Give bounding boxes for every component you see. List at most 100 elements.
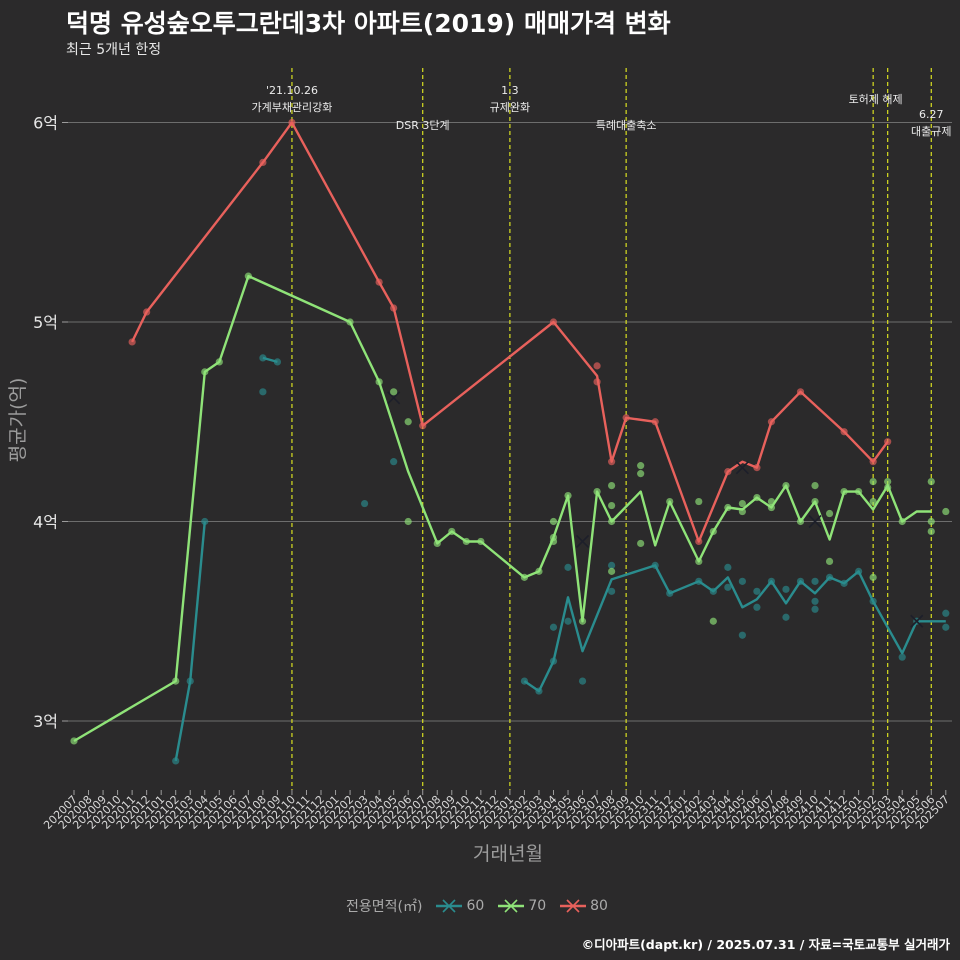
data-point [288, 118, 296, 127]
data-point [608, 501, 616, 510]
data-point [695, 537, 703, 546]
data-point [578, 617, 587, 625]
cross-marker [808, 514, 822, 529]
data-point [782, 585, 790, 593]
data-point [637, 462, 645, 470]
data-point [564, 617, 572, 625]
data-point [608, 458, 616, 466]
policy-event-label: 대출규제 [911, 125, 951, 138]
data-point [840, 579, 848, 587]
y-tick-label: 4억 [33, 513, 58, 532]
data-point [244, 272, 252, 280]
data-point [564, 491, 572, 500]
data-point [549, 517, 558, 526]
data-point [520, 677, 529, 685]
grid-lines [66, 122, 952, 722]
series-70 [70, 272, 950, 745]
chart-title: 덕명 유성숲오투그란데3차 아파트(2019) 매매가격 변화 [66, 9, 671, 38]
data-point [825, 573, 834, 581]
x-axis-label: 거래년월 [473, 843, 543, 865]
data-point [172, 677, 180, 685]
data-point [724, 503, 732, 512]
data-point [404, 517, 412, 526]
data-point [578, 677, 587, 685]
policy-event-label: DSR 3단계 [396, 119, 450, 132]
data-point [811, 497, 819, 506]
data-point [811, 577, 819, 585]
data-point [651, 561, 659, 569]
data-point [869, 597, 877, 605]
data-point [448, 527, 456, 536]
data-point [549, 623, 558, 631]
data-point [782, 481, 790, 490]
policy-event-label: '21.10.26 [266, 84, 318, 97]
data-point [128, 338, 136, 346]
cross-marker [575, 534, 590, 549]
data-point [390, 458, 398, 466]
data-point [70, 737, 78, 745]
data-point [259, 158, 267, 166]
data-point [927, 517, 935, 526]
data-point [869, 573, 877, 581]
series-line [73, 274, 932, 743]
data-point [666, 589, 674, 597]
legend-key-icon [436, 899, 463, 913]
legend-title: 전용면적(㎡) [346, 899, 423, 915]
data-point [840, 428, 848, 436]
data-point [172, 757, 180, 765]
policy-event-label: 1.3 [501, 84, 519, 97]
data-point [869, 497, 877, 506]
data-point [259, 388, 267, 396]
data-point [811, 481, 819, 490]
data-point [201, 368, 209, 376]
data-point [796, 388, 805, 396]
data-point [549, 318, 558, 326]
data-point [709, 527, 717, 536]
data-point [825, 509, 834, 518]
data-point [637, 539, 645, 548]
legend-label: 80 [590, 898, 608, 914]
data-point [375, 278, 383, 286]
legend-label: 60 [466, 898, 485, 914]
series-60 [172, 354, 950, 765]
data-point [390, 304, 398, 312]
chart-subtitle: 최근 5개년 한정 [66, 42, 162, 58]
data-point [593, 487, 601, 496]
legend-label: 70 [528, 898, 547, 914]
data-point [549, 537, 558, 546]
data-point [942, 623, 950, 631]
data-point [390, 388, 398, 396]
data-point [346, 318, 354, 326]
data-point [593, 378, 601, 386]
data-point [143, 308, 151, 316]
data-point [608, 587, 616, 595]
data-point [608, 561, 616, 569]
data-point [927, 478, 935, 486]
data-point [942, 609, 950, 617]
y-tick-label: 6억 [33, 114, 58, 133]
data-point [462, 537, 470, 546]
data-point [666, 497, 674, 506]
data-point [811, 597, 819, 605]
y-axis-ticks: 3억 4억 5억 6억 [33, 114, 68, 731]
data-point [651, 418, 659, 426]
data-point [738, 631, 746, 639]
data-point [869, 458, 877, 466]
data-point [767, 503, 776, 512]
data-point [767, 497, 776, 506]
series-line [131, 121, 889, 543]
data-point [855, 487, 863, 496]
data-point [942, 507, 950, 516]
data-point [709, 587, 717, 595]
data-point [259, 354, 267, 362]
data-point [738, 499, 746, 508]
cross-marker [387, 391, 401, 405]
data-point [724, 563, 732, 571]
policy-event-label: 특례대출축소 [596, 119, 657, 132]
data-point [433, 539, 441, 548]
legend-item-80: 80 [560, 896, 614, 916]
policy-event-label: 가계부채관리강화 [251, 101, 332, 114]
data-point [927, 527, 935, 536]
